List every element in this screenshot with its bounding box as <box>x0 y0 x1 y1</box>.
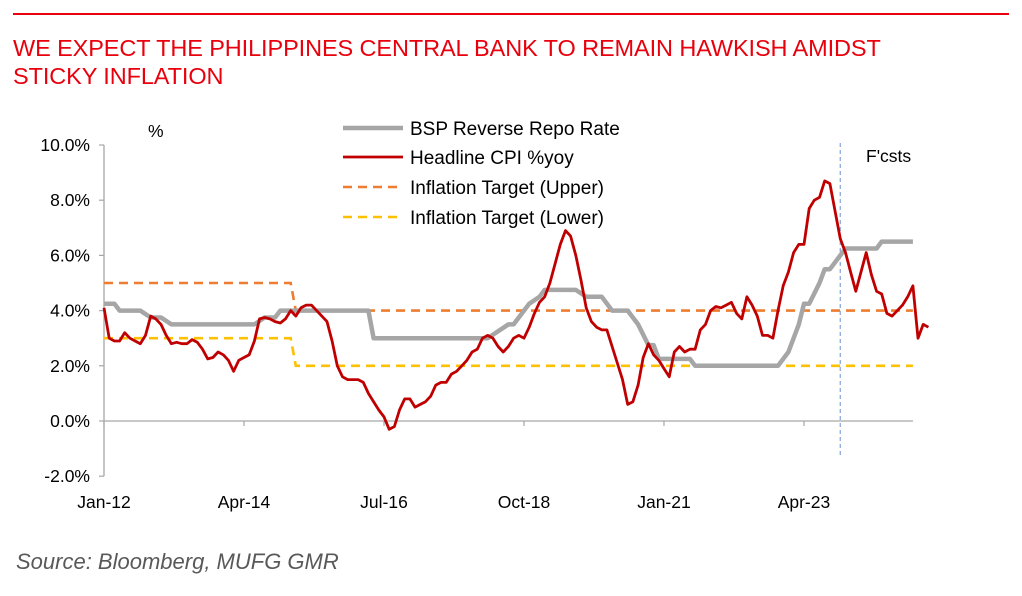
y-tick-label: 4.0% <box>50 301 90 321</box>
plot-area <box>102 143 930 457</box>
series-line-inflation-target-lower <box>104 336 913 368</box>
x-tick-label: Jan-21 <box>637 492 691 512</box>
legend-label-headline-cpi-yoy: Headline CPI %yoy <box>410 148 574 169</box>
legend-label-inflation-target-lower: Inflation Target (Lower) <box>410 208 604 229</box>
y-tick-label: 0.0% <box>50 411 90 431</box>
x-tick-label: Apr-23 <box>778 492 831 512</box>
source-note: Source: Bloomberg, MUFG GMR <box>16 549 339 574</box>
chart-title-line2: STICKY INFLATION <box>13 63 224 89</box>
legend: BSP Reverse Repo Rate Headline CPI %yoy In… <box>343 119 620 229</box>
y-axis-label: % <box>148 121 164 141</box>
y-tick-label: -2.0% <box>44 466 90 486</box>
y-tick-label: 10.0% <box>40 135 90 155</box>
chart-title-line1: WE EXPECT THE PHILIPPINES CENTRAL BANK T… <box>13 35 881 61</box>
series-line-inflation-target-upper <box>104 281 913 312</box>
legend-label-bsp-reverse-repo-rate: BSP Reverse Repo Rate <box>410 119 620 140</box>
legend-label-inflation-target-upper: Inflation Target (Upper) <box>410 178 604 199</box>
axes: -2.0% 0.0% 2.0% 4.0% 6.0% 8.0% 10.0% Jan-12 Apr-… <box>40 135 913 512</box>
x-tick-label: Apr-14 <box>218 492 271 512</box>
forecast-label: F'csts <box>866 146 911 166</box>
y-tick-label: 8.0% <box>50 190 90 210</box>
y-tick-label: 6.0% <box>50 245 90 265</box>
x-tick-label: Jul-16 <box>360 492 408 512</box>
y-tick-label: 2.0% <box>50 356 90 376</box>
x-tick-label: Oct-18 <box>498 492 551 512</box>
chart-title: WE EXPECT THE PHILIPPINES CENTRAL BANK T… <box>13 34 1013 90</box>
series-line-headline-cpi-yoy <box>102 179 930 431</box>
top-rule <box>13 13 1009 15</box>
x-tick-label: Jan-12 <box>77 492 131 512</box>
